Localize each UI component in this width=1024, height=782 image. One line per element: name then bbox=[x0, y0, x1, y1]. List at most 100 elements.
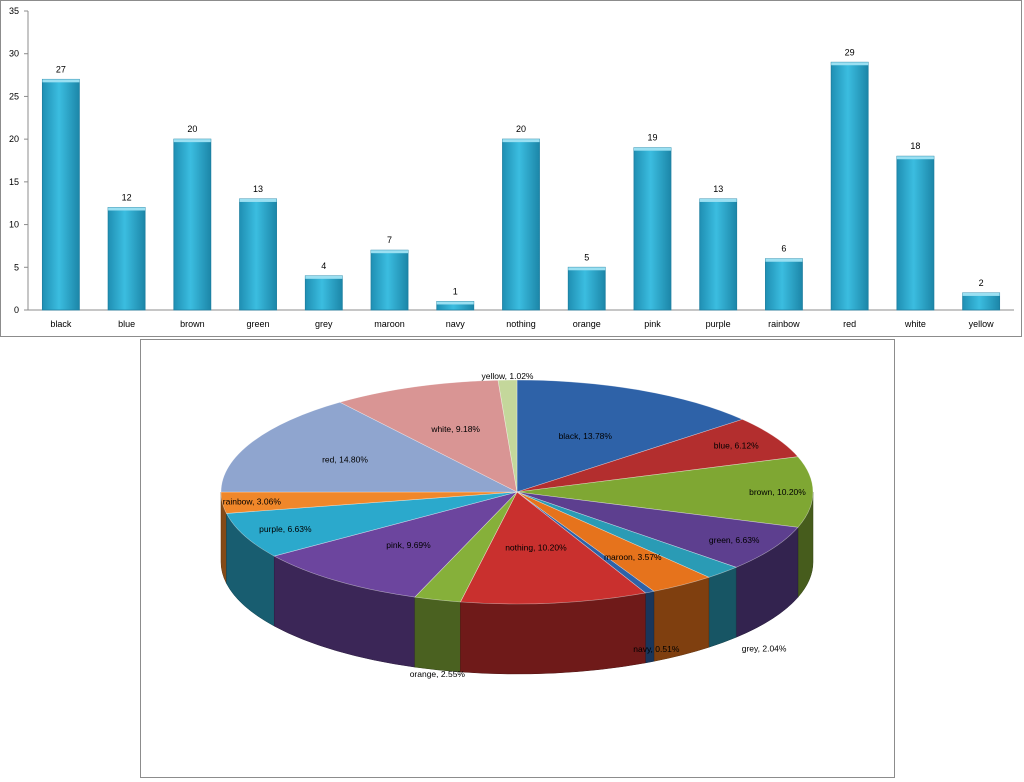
pie-top bbox=[220, 379, 814, 605]
pie-label-white: white, 9.18% bbox=[430, 424, 480, 434]
x-tick-label-nothing: nothing bbox=[506, 319, 536, 329]
pie-slice-green bbox=[516, 491, 799, 568]
pie-label-brown: brown, 10.20% bbox=[749, 487, 806, 497]
y-tick-label: 35 bbox=[9, 6, 19, 16]
x-tick-label-orange: orange bbox=[573, 319, 601, 329]
bar-black bbox=[41, 78, 80, 311]
x-tick-label-maroon: maroon bbox=[374, 319, 405, 329]
bar-grey bbox=[304, 275, 343, 311]
data-label-red: 29 bbox=[845, 47, 855, 57]
bar-highlight bbox=[831, 62, 869, 66]
pie-label-rainbow: rainbow, 3.06% bbox=[223, 497, 282, 507]
x-tick-label-red: red bbox=[843, 319, 856, 329]
y-tick-label: 5 bbox=[14, 262, 19, 272]
pie-slice-white bbox=[339, 379, 518, 493]
x-tick-label-blue: blue bbox=[118, 319, 135, 329]
data-label-green: 13 bbox=[253, 184, 263, 194]
pie-label-blue: blue, 6.12% bbox=[714, 440, 759, 450]
bar-white bbox=[896, 155, 935, 311]
data-label-white: 18 bbox=[910, 141, 920, 151]
x-tick-label-black: black bbox=[50, 319, 72, 329]
y-tick-label: 25 bbox=[9, 91, 19, 101]
bar-chart-svg: 0510152025303527black12blue20brown13gree… bbox=[9, 6, 1014, 329]
bar-highlight bbox=[765, 258, 803, 262]
x-tick-label-purple: purple bbox=[706, 319, 731, 329]
data-label-nothing: 20 bbox=[516, 124, 526, 134]
bar-red bbox=[830, 61, 869, 311]
pie-slice-brown bbox=[516, 456, 814, 528]
bar-highlight bbox=[436, 301, 474, 305]
y-tick-label: 10 bbox=[9, 220, 19, 230]
y-tick-label: 30 bbox=[9, 49, 19, 59]
y-tick-label: 0 bbox=[14, 305, 19, 315]
pie-side-orange bbox=[414, 596, 461, 673]
bar-maroon bbox=[370, 249, 409, 311]
x-tick-label-white: white bbox=[904, 319, 926, 329]
pie-slice-purple bbox=[225, 491, 518, 557]
pie-labels: black, 13.78% blue, 6.12% brown, 10.20% gre… bbox=[223, 371, 807, 679]
data-label-maroon: 7 bbox=[387, 235, 392, 245]
pie-slice-nothing bbox=[459, 491, 647, 605]
pie-label-maroon: maroon, 3.57% bbox=[604, 552, 662, 562]
bar-highlight bbox=[896, 156, 934, 160]
pie-label-nothing: nothing, 10.20% bbox=[505, 543, 567, 553]
pie-chart-svg: black, 13.78% blue, 6.12% brown, 10.20% gre… bbox=[220, 371, 814, 679]
x-tick-label-yellow: yellow bbox=[969, 319, 995, 329]
bar-highlight bbox=[239, 198, 277, 202]
data-label-rainbow: 6 bbox=[781, 244, 786, 254]
pie-slice-yellow bbox=[497, 379, 518, 493]
data-label-navy: 1 bbox=[453, 286, 458, 296]
pie-label-black: black, 13.78% bbox=[559, 431, 613, 441]
bar-highlight bbox=[502, 139, 540, 143]
pie-label-grey: grey, 2.04% bbox=[742, 644, 787, 654]
bar-highlight bbox=[568, 267, 606, 271]
pie-side-nothing bbox=[460, 592, 646, 675]
bar-purple bbox=[699, 198, 738, 311]
pie-chart: black, 13.78% blue, 6.12% brown, 10.20% gre… bbox=[140, 339, 895, 778]
bar-orange bbox=[567, 266, 606, 311]
y-tick-label: 15 bbox=[9, 177, 19, 187]
bar-green bbox=[239, 198, 277, 311]
bar-highlight bbox=[962, 292, 1000, 296]
data-label-brown: 20 bbox=[187, 124, 197, 134]
data-label-yellow: 2 bbox=[979, 278, 984, 288]
bar-chart: 0 5 10 15 20 25 30 35 27 black 12 blue 20 brown 13 gree… bbox=[0, 0, 1022, 337]
bar-pink bbox=[633, 147, 672, 311]
pie-side-grey bbox=[708, 566, 737, 648]
pie-slice-black bbox=[516, 379, 744, 493]
data-label-pink: 19 bbox=[647, 133, 657, 143]
x-tick-label-pink: pink bbox=[644, 319, 661, 329]
bar-highlight bbox=[42, 79, 80, 83]
pie-label-navy: navy, 0.51% bbox=[633, 644, 680, 654]
data-label-black: 27 bbox=[56, 64, 66, 74]
bar-highlight bbox=[633, 147, 671, 151]
bar-rainbow bbox=[765, 258, 803, 311]
pie-label-orange: orange, 2.55% bbox=[410, 669, 466, 679]
x-tick-label-brown: brown bbox=[180, 319, 205, 329]
pie-slice-red bbox=[220, 401, 518, 493]
data-label-grey: 4 bbox=[321, 261, 326, 271]
pie-label-yellow: yellow, 1.02% bbox=[482, 371, 534, 381]
x-tick-label-rainbow: rainbow bbox=[768, 319, 800, 329]
pie-label-green: green, 6.63% bbox=[709, 535, 760, 545]
data-label-orange: 5 bbox=[584, 252, 589, 262]
bar-brown bbox=[173, 138, 212, 311]
pie-sides bbox=[220, 491, 814, 675]
pie-label-pink: pink, 9.69% bbox=[386, 540, 431, 550]
pie-label-red: red, 14.80% bbox=[322, 454, 368, 464]
pie-label-purple: purple, 6.63% bbox=[259, 524, 312, 534]
bar-highlight bbox=[371, 250, 409, 254]
y-tick-label: 20 bbox=[9, 134, 19, 144]
bar-highlight bbox=[305, 275, 343, 279]
pie-slice-pink bbox=[273, 491, 518, 598]
data-label-blue: 12 bbox=[122, 192, 132, 202]
x-tick-label-navy: navy bbox=[446, 319, 466, 329]
x-tick-label-green: green bbox=[247, 319, 270, 329]
bar-highlight bbox=[699, 198, 737, 202]
bar-highlight bbox=[173, 139, 211, 143]
x-tick-label-grey: grey bbox=[315, 319, 333, 329]
data-label-purple: 13 bbox=[713, 184, 723, 194]
bar-highlight bbox=[108, 207, 146, 211]
bar-blue bbox=[107, 207, 146, 311]
bar-nothing bbox=[502, 138, 540, 311]
